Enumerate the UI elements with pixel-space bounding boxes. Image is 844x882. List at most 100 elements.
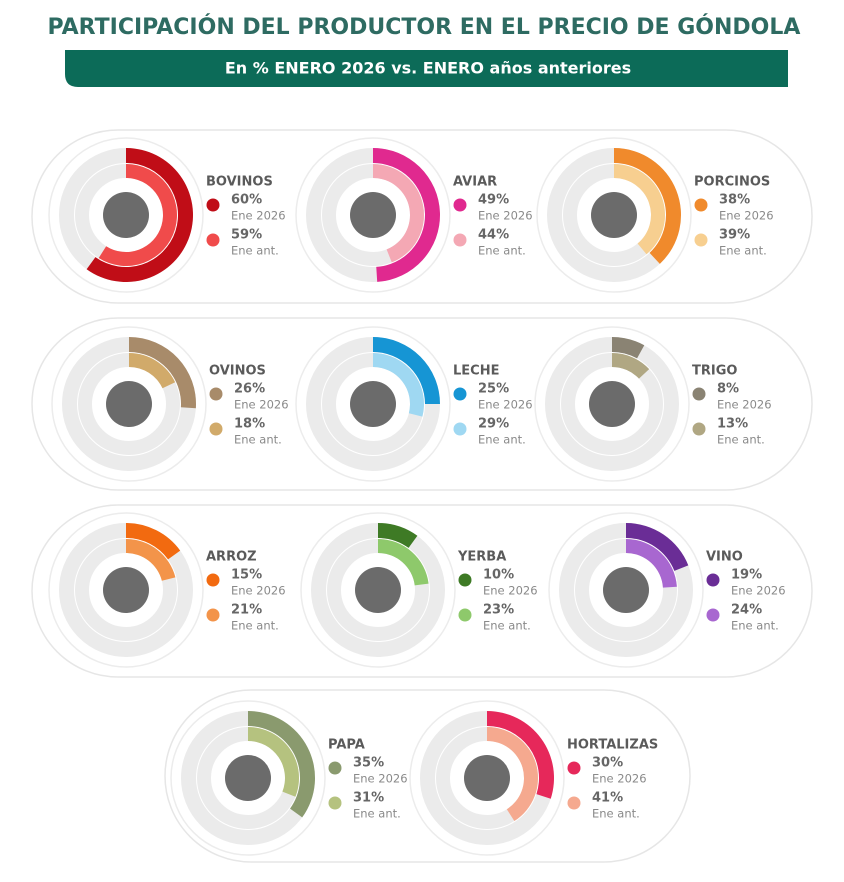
radial-bar — [373, 164, 425, 263]
legend-label: Ene 2026 — [592, 772, 647, 786]
legend-label: Ene ant. — [478, 244, 526, 258]
legend-label: Ene 2026 — [483, 584, 538, 598]
legend-label: Ene 2026 — [719, 209, 774, 223]
legend-label: Ene 2026 — [478, 209, 533, 223]
legend-swatch — [209, 387, 223, 401]
outer-ring — [51, 326, 207, 482]
legend-swatch — [453, 198, 467, 212]
chart-title: YERBA — [457, 550, 506, 565]
subtitle: En % ENERO 2026 vs. ENERO años anteriore… — [225, 59, 631, 78]
chart-title: AVIAR — [453, 175, 497, 190]
legend-swatch — [458, 608, 472, 622]
outer-ring — [170, 700, 326, 856]
radial-bar — [129, 337, 197, 409]
chart-title: ARROZ — [206, 550, 257, 565]
value-label: 23% — [483, 603, 514, 618]
radial-bar — [126, 523, 181, 560]
radial-bar — [126, 539, 176, 581]
value-label: 19% — [731, 568, 762, 583]
legend-label: Ene ant. — [483, 619, 531, 633]
radial-bar — [248, 711, 315, 818]
value-label: 8% — [717, 382, 739, 397]
outer-ring — [300, 512, 456, 668]
icon-badge — [103, 192, 149, 238]
legend-label: Ene ant. — [478, 433, 526, 447]
outer-ring — [534, 326, 690, 482]
value-label: 41% — [592, 791, 623, 806]
legend-label: Ene ant. — [234, 433, 282, 447]
outer-ring — [548, 512, 704, 668]
value-label: 15% — [231, 568, 262, 583]
value-label: 60% — [231, 193, 262, 208]
icon-badge — [355, 567, 401, 613]
value-label: 29% — [478, 417, 509, 432]
outer-ring — [48, 137, 204, 293]
radial-bar — [487, 711, 554, 799]
chart-title: OVINOS — [209, 364, 266, 379]
value-label: 31% — [353, 791, 384, 806]
legend-swatch — [458, 573, 472, 587]
radial-bar — [373, 148, 441, 282]
value-label: 39% — [719, 228, 750, 243]
value-label: 49% — [478, 193, 509, 208]
icon-badge — [603, 567, 649, 613]
page-title: PARTICIPACIÓN DEL PRODUCTOR EN EL PRECIO… — [48, 14, 801, 40]
icon-badge — [350, 192, 396, 238]
value-label: 44% — [478, 228, 509, 243]
outer-ring — [295, 137, 451, 293]
value-label: 10% — [483, 568, 514, 583]
radial-bar — [614, 148, 681, 264]
legend-swatch — [209, 422, 223, 436]
legend-swatch — [706, 573, 720, 587]
radial-bar — [626, 539, 677, 588]
value-label: 35% — [353, 756, 384, 771]
radial-bar — [612, 353, 650, 379]
legend-swatch — [694, 233, 708, 247]
value-label: 13% — [717, 417, 748, 432]
icon-badge — [589, 381, 635, 427]
legend-label: Ene ant. — [231, 619, 279, 633]
radial-bar — [378, 523, 418, 548]
legend-label: Ene 2026 — [717, 398, 772, 412]
legend-swatch — [328, 796, 342, 810]
outer-ring — [48, 512, 204, 668]
icon-badge — [591, 192, 637, 238]
value-label: 25% — [478, 382, 509, 397]
legend-swatch — [567, 796, 581, 810]
radial-bar — [248, 727, 299, 797]
radial-bar — [373, 337, 440, 404]
radial-bar — [626, 523, 689, 571]
legend-swatch — [206, 198, 220, 212]
legend-swatch — [692, 422, 706, 436]
legend-label: Ene 2026 — [231, 209, 286, 223]
icon-badge — [350, 381, 396, 427]
legend-label: Ene ant. — [353, 807, 401, 821]
legend-swatch — [692, 387, 706, 401]
icon-badge — [464, 755, 510, 801]
legend-swatch — [206, 573, 220, 587]
icon-badge — [225, 755, 271, 801]
radial-bar — [487, 727, 538, 822]
chart-title: PAPA — [328, 738, 365, 753]
value-label: 21% — [231, 603, 262, 618]
legend-swatch — [328, 761, 342, 775]
subtitle-banner — [65, 50, 788, 87]
icon-badge — [106, 381, 152, 427]
radial-bar — [86, 148, 194, 282]
legend-swatch — [206, 233, 220, 247]
legend-label: Ene 2026 — [478, 398, 533, 412]
legend-swatch — [453, 422, 467, 436]
legend-label: Ene ant. — [719, 244, 767, 258]
legend-swatch — [694, 198, 708, 212]
legend-label: Ene 2026 — [353, 772, 408, 786]
chart-title: HORTALIZAS — [567, 738, 658, 753]
legend-label: Ene ant. — [592, 807, 640, 821]
legend-swatch — [567, 761, 581, 775]
chart-title: PORCINOS — [694, 175, 770, 190]
legend-label: Ene ant. — [231, 244, 279, 258]
legend-swatch — [706, 608, 720, 622]
outer-ring — [295, 326, 451, 482]
chart-title: BOVINOS — [206, 175, 273, 190]
value-label: 24% — [731, 603, 762, 618]
